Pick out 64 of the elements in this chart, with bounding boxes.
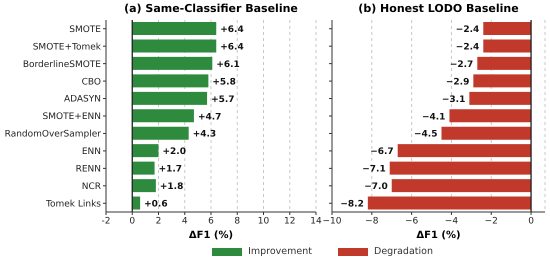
data-label: +6.4 — [220, 42, 244, 52]
bar — [132, 179, 156, 192]
data-label: +0.6 — [144, 200, 168, 210]
x-tick-label: 12 — [284, 216, 296, 226]
data-label: +4.7 — [198, 112, 222, 122]
data-label: +1.8 — [160, 182, 184, 192]
x-tick-label: −2 — [484, 216, 498, 226]
data-label: −4.5 — [414, 130, 438, 140]
bar — [132, 39, 216, 52]
y-tick-label: ADASYN — [64, 94, 101, 105]
x-tick-label: −10 — [322, 216, 342, 226]
y-tick-label: CBO — [82, 77, 101, 88]
data-label: −3.1 — [442, 94, 466, 105]
chart-title: (b) Honest LODO Baseline — [357, 2, 520, 15]
legend-label: Improvement — [247, 246, 312, 257]
bar — [132, 22, 216, 35]
x-tick-label: 0 — [129, 216, 136, 226]
y-tick-label: Tomek Links — [45, 199, 102, 210]
legend-label: Degradation — [373, 246, 433, 257]
x-tick-label: -2 — [102, 216, 110, 226]
y-tick-label: SMOTE — [69, 24, 102, 35]
data-label: −7.0 — [364, 182, 388, 192]
data-label: −4.1 — [422, 112, 446, 122]
x-tick-label: 6 — [208, 216, 214, 226]
y-tick-label: NCR — [82, 182, 101, 192]
x-tick-label: −6 — [404, 216, 419, 226]
x-axis-title: ΔF1 (%) — [415, 230, 462, 241]
x-tick-label: 10 — [258, 216, 270, 226]
data-label: +6.4 — [220, 25, 244, 35]
bar — [132, 56, 212, 70]
y-tick-label: ENN — [82, 147, 101, 158]
x-axis-title: ΔF1 (%) — [188, 230, 234, 241]
data-label: −7.1 — [362, 164, 386, 175]
y-tick-label: SMOTE+Tomek — [32, 42, 102, 52]
data-label: −6.7 — [370, 147, 394, 158]
bar — [132, 162, 155, 175]
y-tick-label: RandomOverSampler — [4, 130, 102, 140]
y-tick-label: BorderlineSMOTE — [22, 60, 102, 70]
data-label: +2.0 — [162, 147, 186, 158]
data-label: −2.7 — [450, 60, 474, 70]
data-label: −2.4 — [456, 25, 480, 35]
x-tick-label: 14 — [310, 216, 322, 226]
x-tick-label: −8 — [365, 216, 379, 226]
x-tick-label: 0 — [528, 216, 534, 226]
y-tick-label: SMOTE+ENN — [42, 112, 101, 122]
data-label: +4.3 — [192, 130, 216, 140]
x-tick-label: 8 — [234, 216, 240, 226]
bar — [132, 144, 158, 158]
x-tick-label: 4 — [182, 216, 188, 226]
x-tick-label: −4 — [444, 216, 458, 226]
y-tick-label: RENN — [76, 164, 101, 175]
data-label: +5.8 — [212, 77, 236, 88]
bar — [132, 92, 208, 105]
bar — [132, 74, 208, 88]
data-label: −8.2 — [340, 200, 364, 210]
data-label: +5.7 — [211, 94, 235, 105]
chart-title: (a) Same-Classifier Baseline — [123, 2, 299, 15]
data-label: +1.7 — [158, 164, 182, 175]
data-label: −2.4 — [456, 42, 480, 52]
data-label: −2.9 — [446, 77, 470, 88]
bar — [132, 109, 194, 122]
x-tick-label: 2 — [156, 216, 162, 226]
data-label: +6.1 — [216, 60, 240, 70]
bar — [132, 126, 189, 140]
